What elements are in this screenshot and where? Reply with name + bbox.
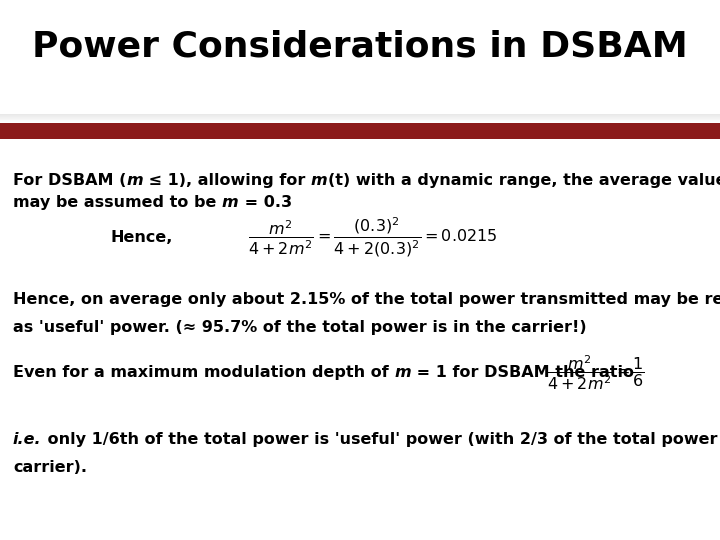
Text: m: m (222, 195, 238, 211)
Text: $\dfrac{m^2}{4+2m^2} = \dfrac{(0.3)^2}{4+2(0.3)^2} = 0.0215$: $\dfrac{m^2}{4+2m^2} = \dfrac{(0.3)^2}{4… (248, 216, 498, 259)
Text: (t) with a dynamic range, the average value of: (t) with a dynamic range, the average va… (328, 173, 720, 188)
FancyBboxPatch shape (0, 123, 720, 139)
Text: m: m (311, 173, 328, 188)
Text: $\dfrac{m^2}{4+2m^2} = \dfrac{1}{6}$: $\dfrac{m^2}{4+2m^2} = \dfrac{1}{6}$ (547, 353, 645, 392)
Text: Even for a maximum modulation depth of: Even for a maximum modulation depth of (13, 365, 395, 380)
Text: m: m (126, 173, 143, 188)
Text: Power Considerations in DSBAM: Power Considerations in DSBAM (32, 30, 688, 64)
Text: Hence,: Hence, (110, 230, 173, 245)
Text: ≤ 1), allowing for: ≤ 1), allowing for (143, 173, 311, 188)
Text: as 'useful' power. (≈ 95.7% of the total power is in the carrier!): as 'useful' power. (≈ 95.7% of the total… (13, 320, 587, 335)
Text: = 1 for DSBAM the ratio: = 1 for DSBAM the ratio (411, 365, 634, 380)
Text: i.e.: i.e. (13, 432, 42, 447)
Text: only 1/6th of the total power is 'useful' power (with 2/3 of the total power in : only 1/6th of the total power is 'useful… (42, 432, 720, 447)
Text: m: m (395, 365, 411, 380)
Text: Hence, on average only about 2.15% of the total power transmitted may be regarde: Hence, on average only about 2.15% of th… (13, 292, 720, 307)
Text: may be assumed to be: may be assumed to be (13, 195, 222, 211)
Text: carrier).: carrier). (13, 460, 87, 475)
Text: = 0.3: = 0.3 (238, 195, 292, 211)
Text: For DSBAM (: For DSBAM ( (13, 173, 126, 188)
